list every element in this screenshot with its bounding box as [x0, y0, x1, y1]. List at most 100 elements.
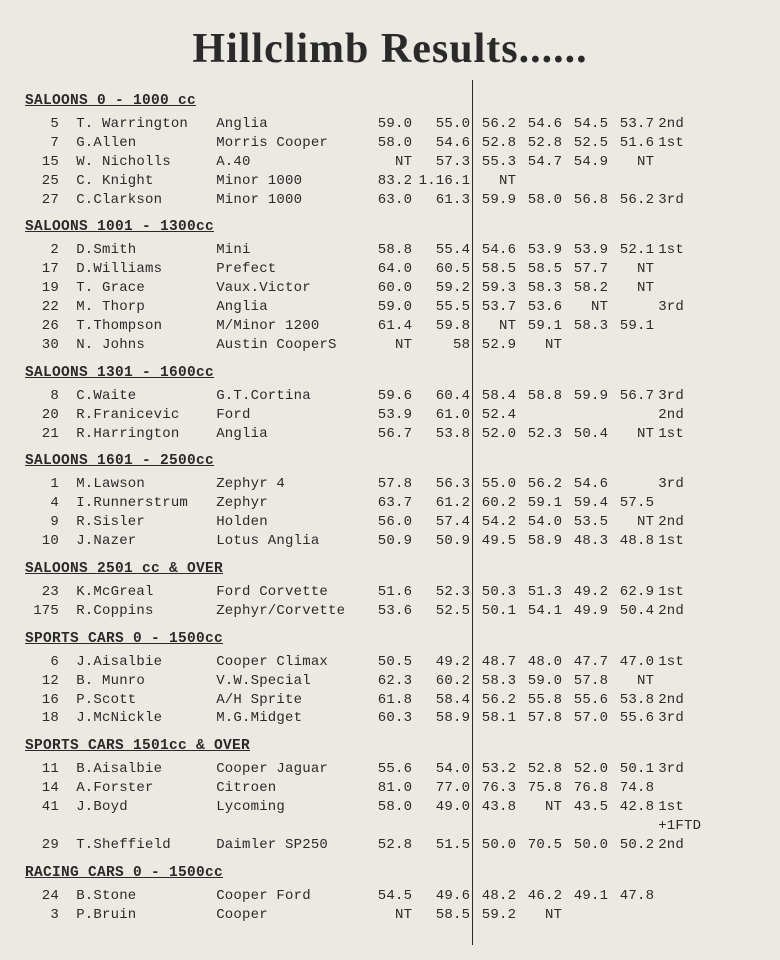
driver-name: T. Warrington — [76, 115, 216, 134]
car-model: Lotus Anglia — [216, 532, 366, 551]
driver-name: J.Aisalbie — [76, 653, 216, 672]
time-2: 55.4 — [412, 241, 470, 260]
car-number: 27 — [25, 191, 59, 210]
driver-name: J.McNickle — [76, 709, 216, 728]
results-section: SALOONS 1301 - 1600cc8 C.WaiteG.T.Cortin… — [25, 365, 755, 444]
time-4: 54.6 — [516, 115, 562, 134]
result-row: 11 B.AisalbieCooper Jaguar55.654.053.252… — [25, 760, 755, 779]
driver-name: B. Munro — [76, 672, 216, 691]
driver-name: P.Scott — [76, 691, 216, 710]
result-row: 2 D.SmithMini58.855.454.653.953.952.11st — [25, 241, 755, 260]
place: 1st — [654, 241, 698, 260]
driver-name: R.Sisler — [76, 513, 216, 532]
car-number: 30 — [25, 336, 59, 355]
car-number: 3 — [25, 906, 59, 925]
place: 1st — [654, 425, 698, 444]
time-6: 59.1 — [608, 317, 654, 336]
time-3: 56.2 — [470, 691, 516, 710]
time-4: 52.8 — [516, 760, 562, 779]
time-6: 48.8 — [608, 532, 654, 551]
time-1: 61.8 — [366, 691, 412, 710]
driver-name: T. Grace — [76, 279, 216, 298]
driver-name: C.Clarkson — [76, 191, 216, 210]
time-1: NT — [366, 153, 412, 172]
time-6: NT — [608, 153, 654, 172]
time-2: 57.4 — [412, 513, 470, 532]
time-6: 62.9 — [608, 583, 654, 602]
time-3: 53.2 — [470, 760, 516, 779]
result-row: 23 K.McGrealFord Corvette51.652.350.351.… — [25, 583, 755, 602]
car-model: Zephyr/Corvette — [216, 602, 366, 621]
result-row: 25 C. KnightMinor 100083.21.16.1NT — [25, 172, 755, 191]
place: 3rd — [654, 191, 698, 210]
time-5: 53.5 — [562, 513, 608, 532]
car-number: 18 — [25, 709, 59, 728]
time-2: 60.4 — [412, 387, 470, 406]
car-number: 25 — [25, 172, 59, 191]
result-row: 9 R.SislerHolden56.057.454.254.053.5NT2n… — [25, 513, 755, 532]
time-6: 74.8 — [608, 779, 654, 798]
car-number: 21 — [25, 425, 59, 444]
result-row: 8 C.WaiteG.T.Cortina59.660.458.458.859.9… — [25, 387, 755, 406]
place: 2nd — [654, 836, 698, 855]
time-3: 54.2 — [470, 513, 516, 532]
time-6: 56.2 — [608, 191, 654, 210]
result-row: 12 B. MunroV.W.Special62.360.258.359.057… — [25, 672, 755, 691]
section-header: SPORTS CARS 0 - 1500cc — [25, 631, 755, 647]
time-1: NT — [366, 336, 412, 355]
time-3: 48.2 — [470, 887, 516, 906]
driver-name: B.Stone — [76, 887, 216, 906]
results-section: RACING CARS 0 - 1500cc24 B.StoneCooper F… — [25, 865, 755, 925]
result-row: 3 P.BruinCooperNT58.559.2NT — [25, 906, 755, 925]
car-model: Cooper Ford — [216, 887, 366, 906]
time-3: 52.9 — [470, 336, 516, 355]
time-1: 58.0 — [366, 134, 412, 153]
driver-name: I.Runnerstrum — [76, 494, 216, 513]
time-4: 54.0 — [516, 513, 562, 532]
time-2: 55.5 — [412, 298, 470, 317]
car-number: 20 — [25, 406, 59, 425]
time-3: NT — [470, 172, 516, 191]
time-1: 60.0 — [366, 279, 412, 298]
time-4: 52.3 — [516, 425, 562, 444]
time-3: 76.3 — [470, 779, 516, 798]
place: 3rd — [654, 387, 698, 406]
time-1: 53.6 — [366, 602, 412, 621]
time-2: 57.3 — [412, 153, 470, 172]
result-row: 30 N. JohnsAustin CooperSNT5852.9NT — [25, 336, 755, 355]
car-number: 29 — [25, 836, 59, 855]
section-header: SALOONS 1601 - 2500cc — [25, 453, 755, 469]
car-model: Minor 1000 — [216, 172, 366, 191]
driver-name: P.Bruin — [76, 906, 216, 925]
time-6: NT — [608, 279, 654, 298]
time-1: 61.4 — [366, 317, 412, 336]
result-row: 29 T.SheffieldDaimler SP25052.851.550.07… — [25, 836, 755, 855]
place: 1st — [654, 134, 698, 153]
place: 2nd — [654, 513, 698, 532]
time-4: NT — [516, 906, 562, 925]
result-row: 19 T. GraceVaux.Victor60.059.259.358.358… — [25, 279, 755, 298]
time-4: 51.3 — [516, 583, 562, 602]
car-number: 23 — [25, 583, 59, 602]
car-model: Ford — [216, 406, 366, 425]
time-6: 55.6 — [608, 709, 654, 728]
car-number: 2 — [25, 241, 59, 260]
results-section: SALOONS 0 - 1000 cc5 T. WarringtonAnglia… — [25, 93, 755, 209]
time-5: 59.9 — [562, 387, 608, 406]
time-6: 47.8 — [608, 887, 654, 906]
time-6: 47.0 — [608, 653, 654, 672]
time-5: 55.6 — [562, 691, 608, 710]
driver-name: T.Thompson — [76, 317, 216, 336]
time-1: 53.9 — [366, 406, 412, 425]
time-6: 52.1 — [608, 241, 654, 260]
time-1: 50.5 — [366, 653, 412, 672]
vertical-rule — [472, 80, 473, 945]
car-number: 41 — [25, 798, 59, 817]
car-number: 1 — [25, 475, 59, 494]
driver-name: N. Johns — [76, 336, 216, 355]
section-rows: 11 B.AisalbieCooper Jaguar55.654.053.252… — [25, 760, 755, 854]
time-3: 58.1 — [470, 709, 516, 728]
results-section: SALOONS 2501 cc & OVER23 K.McGrealFord C… — [25, 561, 755, 621]
car-model: Daimler SP250 — [216, 836, 366, 855]
time-1: 52.8 — [366, 836, 412, 855]
